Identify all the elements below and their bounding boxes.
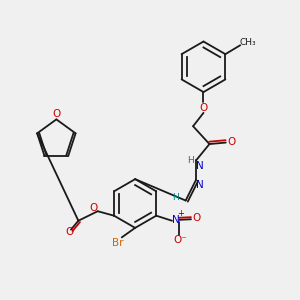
- Text: N: N: [196, 161, 203, 171]
- Text: H: H: [187, 157, 194, 166]
- Text: N: N: [196, 180, 203, 190]
- Text: O: O: [52, 109, 61, 119]
- Text: O: O: [89, 203, 98, 213]
- Text: O: O: [228, 137, 236, 147]
- Text: O⁻: O⁻: [174, 235, 188, 245]
- Text: Br: Br: [112, 238, 123, 248]
- Text: O: O: [193, 213, 201, 223]
- Text: H: H: [172, 193, 178, 202]
- Text: +: +: [178, 209, 184, 218]
- Text: N: N: [172, 215, 179, 225]
- Text: O: O: [200, 103, 208, 113]
- Text: CH₃: CH₃: [239, 38, 256, 47]
- Text: O: O: [65, 227, 74, 237]
